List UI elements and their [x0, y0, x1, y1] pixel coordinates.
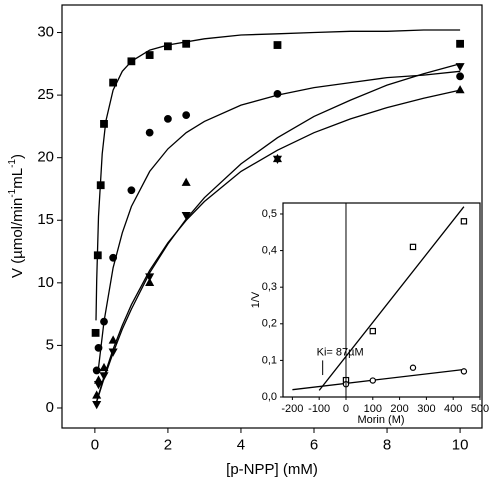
point: [182, 39, 191, 48]
point: [100, 317, 108, 326]
point: [99, 362, 109, 372]
fit-line: [95, 29, 461, 321]
y-tick-label: 0,1: [262, 354, 277, 366]
point: [272, 155, 283, 164]
point: [409, 243, 417, 251]
fit-line: [96, 89, 461, 402]
x-tick-label: 10: [452, 437, 469, 454]
x-tick-label: -100: [308, 403, 330, 415]
point: [145, 51, 154, 59]
point: [145, 128, 154, 137]
point: [460, 368, 468, 375]
point: [460, 218, 468, 225]
point: [127, 57, 136, 66]
plot-frame: [61, 4, 483, 429]
point: [145, 277, 155, 287]
y-axis-label: 1/V: [250, 291, 262, 308]
y-tick-label: 0,3: [262, 281, 277, 293]
inset-background: [283, 203, 480, 397]
point: [181, 177, 191, 186]
x-tick-label: -200: [281, 403, 303, 415]
y-tick-label: 0: [46, 399, 54, 416]
point: [182, 111, 191, 120]
y-axis-label-part: ): [9, 154, 26, 159]
y-tick-label: 0,0: [262, 391, 277, 403]
point: [456, 72, 464, 81]
x-tick-label: 300: [417, 403, 435, 415]
x-tick-label: 4: [237, 437, 245, 454]
point: [164, 42, 172, 51]
point: [369, 377, 376, 384]
y-tick-label: 0,2: [262, 318, 277, 330]
x-tick-label: 0: [343, 403, 349, 415]
x-tick-label: 8: [383, 437, 391, 454]
point: [108, 335, 118, 344]
fit-line: [292, 368, 464, 391]
point: [92, 366, 101, 375]
y-axis-label-part: mL: [9, 168, 26, 189]
fit-line: [97, 70, 461, 368]
y-tick-label: 0,5: [262, 208, 277, 220]
point: [273, 89, 282, 98]
point: [96, 181, 105, 190]
x-tick-label: 6: [310, 437, 318, 454]
point: [127, 186, 136, 195]
x-tick-label: 400: [444, 403, 462, 415]
annotation: Ki= 87µM: [317, 346, 364, 358]
x-axis-label: Morin (M): [357, 414, 404, 426]
y-tick-label: 10: [37, 274, 54, 291]
point: [108, 348, 118, 357]
fit-line: [96, 63, 461, 402]
y-axis-label-part: -1: [7, 159, 18, 168]
x-axis-label: [p-NPP] (mM): [226, 461, 318, 478]
point: [109, 253, 118, 262]
y-tick-label: 5: [46, 336, 54, 353]
y-axis-label: V (µmol/min-1mL-1): [7, 154, 26, 278]
point: [409, 364, 417, 371]
x-tick-label: 500: [471, 403, 489, 415]
y-tick-label: 0,4: [262, 244, 277, 256]
fit-line: [318, 206, 465, 391]
point: [100, 119, 108, 128]
point: [369, 327, 376, 335]
y-axis-label-part: V (µmol/min: [9, 198, 26, 278]
y-tick-label: 15: [37, 211, 54, 228]
y-tick-label: 25: [37, 86, 54, 103]
point: [181, 212, 191, 221]
point: [92, 401, 102, 410]
point: [93, 251, 102, 260]
point: [455, 63, 465, 72]
point: [99, 372, 109, 381]
x-tick-label: 200: [390, 403, 408, 415]
point: [456, 39, 464, 48]
y-tick-label: 30: [37, 24, 54, 41]
point: [93, 380, 104, 390]
x-tick-label: 2: [164, 437, 172, 454]
x-tick-label: 100: [364, 403, 382, 415]
point: [94, 344, 103, 352]
point: [273, 41, 282, 49]
inset-chart: -200 -100 0 100 200 300 400 500 0,0 0,1 0,2 0,3 0,4 0…: [250, 202, 489, 426]
point: [164, 114, 172, 123]
point: [455, 85, 465, 94]
point: [145, 273, 155, 282]
plot-frame: [282, 202, 481, 398]
y-tick-label: 20: [37, 149, 54, 166]
point: [91, 328, 100, 337]
x-tick-label: 0: [91, 437, 99, 454]
y-axis-label-part: -1: [7, 188, 18, 197]
point: [109, 78, 118, 87]
point: [92, 390, 102, 399]
